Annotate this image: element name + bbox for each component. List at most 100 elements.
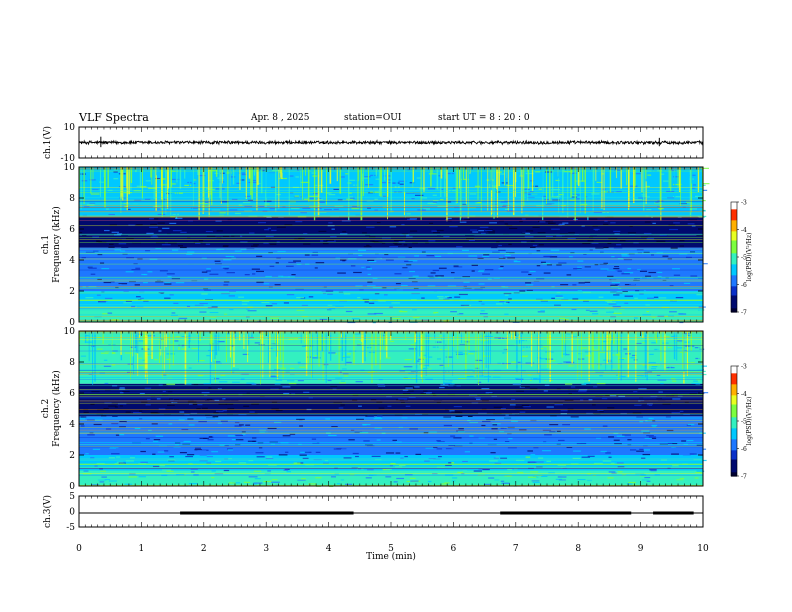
ch2-spectrogram-speckle (392, 439, 397, 441)
ch2-spectrogram-speckle (418, 437, 423, 440)
ch1-spectrogram-speckle (88, 267, 97, 269)
ch2-spectrogram-speckle (517, 472, 524, 474)
ch1-spectrogram-speckle (177, 245, 184, 247)
ch1-spectrogram-speckle (462, 217, 470, 219)
ch1-spectrogram-speckle (334, 205, 344, 207)
ch1-spectrogram-speckle (346, 198, 354, 200)
ch2-spectrogram-speckle (111, 364, 116, 366)
ch1-spectrogram-speckle (351, 318, 360, 320)
ch2-spectrogram-speckle (514, 406, 524, 408)
ch1-spectrogram-speckle (398, 241, 406, 243)
ch1-spectrogram-speckle (99, 281, 103, 283)
ch1-spectrogram-speckle (169, 222, 177, 225)
ch1-spectrogram-speckle (462, 276, 471, 278)
ch1-spectrogram-speckle (92, 236, 100, 238)
ch2-spectrogram-colorbar-cell (731, 408, 737, 411)
ch1-spectrogram-speckle (143, 282, 148, 284)
ch2-spectrogram-speckle (536, 475, 541, 477)
ch1-spectrogram-speckle (480, 310, 485, 312)
ch2-spectrogram-speckle (140, 450, 146, 453)
ch1-spectrogram-speckle (367, 259, 375, 262)
ch1-spectrogram-speckle (171, 308, 177, 310)
ch1-spectrogram-speckle (504, 183, 509, 185)
ch2-spectrogram-speckle (560, 461, 569, 464)
ch2-spectrogram-speckle (635, 375, 642, 377)
ch1-spectrogram-speckle (384, 253, 389, 256)
ch1-spectrogram-speckle (374, 258, 381, 260)
ch2-spectrogram-speckle (378, 407, 385, 409)
ch1-spectrogram-speckle (360, 177, 368, 179)
ch1-spectrogram-speckle (528, 252, 532, 255)
ch2-spectrogram-speckle (468, 394, 478, 396)
ch2-spectrogram-speckle (648, 436, 657, 438)
ch1-spectrogram-speckle (673, 222, 680, 224)
ch2-spectrogram-speckle (199, 437, 207, 439)
ch2-spectrogram-speckle (288, 382, 297, 385)
ch1-spectrogram-speckle (551, 228, 560, 230)
ch1-spectrogram-colorbar-cell (731, 258, 737, 262)
ch1-spectrogram-speckle (637, 268, 641, 271)
ch1-spectrogram-speckle (438, 267, 447, 269)
ch2-spectrogram-speckle (445, 380, 453, 382)
ch1-spectrogram-speckle (670, 210, 677, 212)
ch2-spectrogram-speckle (182, 348, 186, 350)
ch2-spectrogram-speckle (596, 437, 602, 439)
ch1-spectrogram-speckle (611, 281, 621, 284)
ch2-spectrogram-speckle (580, 347, 588, 349)
ch2-spectrogram-speckle (465, 443, 469, 446)
ch2-spectrogram-speckle (82, 473, 92, 475)
ch2-spectrogram-speckle (108, 405, 117, 407)
ch2-spectrogram-speckle (235, 443, 241, 446)
ch2-spectrogram-image (79, 331, 709, 488)
ch1-spectrogram-speckle (324, 178, 330, 180)
ch2-spectrogram-speckle (138, 357, 143, 359)
ch2-spectrogram-speckle (494, 337, 503, 339)
time-tick-label: 1 (139, 544, 145, 554)
ch1-spectrogram-speckle (551, 206, 559, 209)
ch2-spectrogram-speckle (607, 477, 614, 479)
ch1-spectrogram-speckle (118, 243, 127, 245)
ch2-spectrogram-speckle (568, 365, 574, 367)
ch1-spectrogram-speckle (613, 247, 623, 249)
ch1-spectrogram-speckle (92, 185, 100, 187)
ch2-spectrogram-speckle (363, 440, 370, 442)
ch1-spectrogram-speckle (275, 262, 279, 264)
ch2-spectrogram-speckle (103, 359, 108, 361)
ch1-spectrogram-speckle (365, 242, 370, 244)
ch1-spectrogram-colorbar-cell (731, 220, 737, 223)
ch1-spectrogram-speckle (432, 194, 437, 196)
ch1-spectrogram-speckle (411, 197, 415, 200)
ch1-spectrogram-colorbar-cell (731, 310, 737, 313)
ch1-spectrogram-speckle (646, 302, 653, 304)
ch2-spectrogram-speckle (144, 338, 154, 341)
ch2-spectrogram-speckle (355, 455, 359, 458)
ch1-spectrogram-speckle (113, 178, 119, 180)
ch1-spectrogram-speckle (491, 246, 498, 249)
ch1-spectrogram-speckle (567, 237, 576, 240)
ch2-spectrogram-speckle (405, 387, 413, 389)
ch2-spectrogram-speckle (125, 455, 134, 457)
ch1-spectrogram-speckle (578, 282, 585, 284)
ch2-spectrogram-speckle (429, 444, 437, 446)
ch2-spectrogram-speckle (99, 481, 105, 483)
ch1-spectrogram-colorbar-cell (731, 273, 737, 276)
ch1-spectrogram-ytick-label: 10 (64, 163, 76, 173)
ch1-spectrogram-speckle (124, 255, 132, 257)
ch2-spectrogram-speckle (119, 433, 125, 436)
ch2-spectrogram-speckle (495, 456, 500, 458)
ch1-spectrogram-speckle (176, 228, 181, 230)
ch2-spectrogram-speckle (343, 433, 353, 435)
ch1-spectrogram-speckle (331, 228, 335, 230)
ch2-spectrogram-speckle (206, 462, 212, 464)
ch2-spectrogram-speckle (640, 400, 649, 403)
ch1-spectrogram-speckle (555, 179, 560, 182)
ch2-spectrogram-colorbar-cell (731, 459, 737, 462)
ch2-spectrogram-ylabel-axis: Frequency (kHz) (51, 370, 62, 447)
ch1-spectrogram-speckle (689, 174, 696, 176)
ch1-spectrogram-speckle (111, 231, 119, 233)
ch1-spectrogram-colorbar-cell (731, 242, 737, 245)
ch1-spectrogram-speckle (364, 176, 371, 178)
ch1-spectrogram-speckle (172, 187, 176, 190)
ch1-spectrogram-speckle (102, 313, 109, 315)
ch2-spectrogram-speckle (481, 388, 490, 390)
